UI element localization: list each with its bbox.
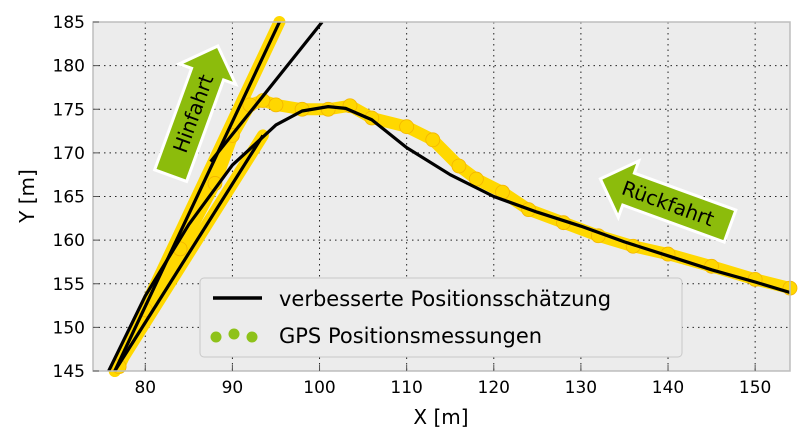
gps-point [399, 119, 415, 135]
line-series [107, 21, 791, 372]
y-tick-label: 180 [53, 57, 85, 77]
estimate-segment [113, 134, 265, 372]
rueckfahrt-arrow: Rückfahrt [598, 158, 738, 244]
y-tick-label: 175 [53, 100, 85, 120]
x-tick-label: 90 [222, 378, 244, 398]
gps-point [255, 93, 271, 108]
y-axis: 145 150 155 160 165 170 175 180 185 [53, 13, 99, 382]
arrow-shape [598, 158, 738, 244]
legend: verbesserte Positionsschätzung GPS Posit… [199, 277, 683, 358]
legend-dot-2 [228, 328, 240, 340]
estimate-segment [209, 21, 324, 163]
estimate-segment [113, 21, 281, 372]
legend-dot-3 [246, 331, 258, 343]
x-tick-label: 130 [565, 378, 597, 398]
gps-point [425, 132, 441, 148]
arrow-shape [152, 43, 239, 184]
y-tick-label: 165 [53, 188, 85, 208]
legend-box [199, 277, 683, 358]
gps-point [451, 158, 467, 174]
x-tick-label: 80 [134, 378, 156, 398]
y-tick-label: 150 [53, 318, 85, 338]
y-axis-label: Y [m] [15, 169, 39, 224]
y-tick-label: 155 [53, 275, 85, 295]
x-tick-label: 150 [739, 378, 771, 398]
legend-label-line: verbesserte Positionsschätzung [279, 287, 611, 311]
legend-label-gps: GPS Positionsmessungen [279, 324, 542, 348]
x-tick-label: 140 [652, 378, 684, 398]
y-tick-label: 185 [53, 13, 85, 33]
gps-point [268, 97, 284, 113]
y-tick-label: 145 [53, 362, 85, 382]
x-tick-label: 110 [390, 378, 422, 398]
legend-dot-1 [210, 331, 222, 343]
y-tick-label: 160 [53, 231, 85, 251]
x-axis: 80 90 100 110 120 130 140 150 [134, 365, 771, 398]
gps-point [320, 101, 336, 117]
x-tick-label: 120 [478, 378, 510, 398]
x-tick-label: 100 [303, 378, 335, 398]
estimate-curve [107, 105, 791, 372]
x-axis-label: X [m] [413, 405, 468, 429]
y-tick-label: 170 [53, 144, 85, 164]
